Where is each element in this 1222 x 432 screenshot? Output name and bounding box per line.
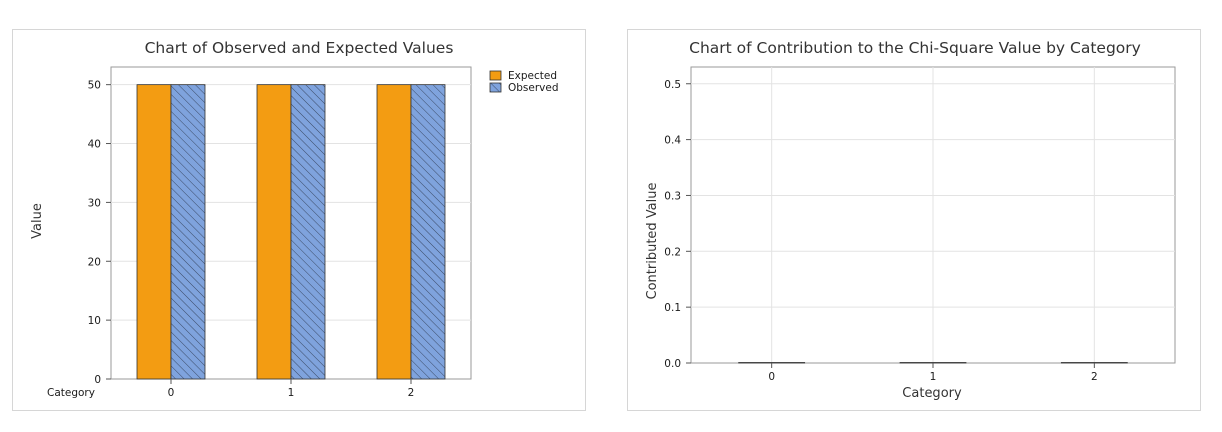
x-tick-label: 2 bbox=[408, 387, 415, 399]
x-axis-title: Category bbox=[47, 387, 95, 399]
y-tick-label: 0 bbox=[94, 374, 101, 386]
y-tick-label: 10 bbox=[88, 315, 101, 327]
legend-swatch-observed bbox=[489, 82, 502, 93]
observed-expected-chart-panel: Chart of Observed and Expected Values Va… bbox=[12, 29, 586, 411]
bar-contribution-0 bbox=[738, 362, 806, 364]
y-tick-label: 0.2 bbox=[664, 246, 681, 258]
observed-expected-chart: Chart of Observed and Expected Values Va… bbox=[30, 39, 559, 399]
legend-label-observed: Observed bbox=[508, 82, 559, 94]
y-tick-label: 0.1 bbox=[664, 302, 681, 314]
bar-observed-0 bbox=[170, 84, 206, 380]
legend-label-expected: Expected bbox=[508, 70, 557, 82]
x-tick-label: 1 bbox=[288, 387, 295, 399]
bar-expected-0 bbox=[136, 84, 172, 380]
x-tick-label: 1 bbox=[930, 371, 937, 383]
x-tick-label: 2 bbox=[1091, 371, 1098, 383]
legend: Expected Observed bbox=[489, 70, 559, 94]
y-tick-label: 0.3 bbox=[664, 190, 681, 202]
bar-contribution-1 bbox=[899, 362, 967, 364]
legend-swatch-expected bbox=[489, 70, 502, 81]
y-tick-label: 40 bbox=[88, 139, 101, 151]
x-tick-label: 0 bbox=[168, 387, 175, 399]
y-tick-label: 0.5 bbox=[664, 79, 681, 91]
y-tick-label: 20 bbox=[88, 256, 101, 268]
y-tick-label: 0.4 bbox=[664, 135, 681, 147]
x-tick-label: 0 bbox=[768, 371, 775, 383]
bar-expected-2 bbox=[376, 84, 412, 380]
chart-title: Chart of Contribution to the Chi-Square … bbox=[689, 39, 1141, 57]
chart-title: Chart of Observed and Expected Values bbox=[145, 39, 454, 57]
y-tick-label: 0.0 bbox=[664, 358, 681, 370]
y-tick-label: 30 bbox=[88, 197, 101, 209]
chi-square-contribution-chart-panel: Chart of Contribution to the Chi-Square … bbox=[627, 29, 1201, 411]
bar-expected-1 bbox=[256, 84, 292, 380]
y-axis-title: Contributed Value bbox=[645, 183, 660, 300]
chi-square-contribution-chart: Chart of Contribution to the Chi-Square … bbox=[645, 39, 1176, 401]
y-tick-label: 50 bbox=[88, 80, 101, 92]
x-axis-title: Category bbox=[902, 386, 962, 401]
bar-observed-2 bbox=[410, 84, 446, 380]
bar-contribution-2 bbox=[1060, 362, 1128, 364]
y-axis-title: Value bbox=[30, 203, 45, 239]
bar-observed-1 bbox=[290, 84, 326, 380]
